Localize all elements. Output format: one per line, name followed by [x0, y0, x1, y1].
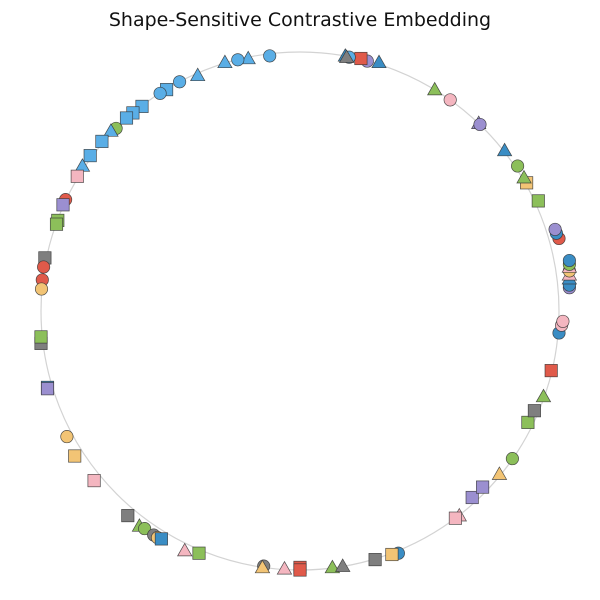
data-point-square-31 — [87, 474, 101, 488]
data-point-circle-7 — [153, 86, 167, 100]
data-point-square-85 — [354, 51, 368, 66]
data-point-square-47 — [368, 553, 382, 567]
data-point-square-49 — [385, 547, 399, 562]
data-point-triangle-46 — [334, 558, 351, 572]
data-point-circle-0 — [263, 49, 277, 63]
data-point-square-59 — [544, 364, 558, 378]
data-point-square-51 — [448, 511, 462, 525]
data-point-triangle-12 — [103, 123, 119, 137]
data-point-triangle-54 — [491, 466, 508, 480]
data-point-circle-77 — [511, 159, 525, 173]
data-point-triangle-38 — [176, 542, 193, 557]
data-point-circle-62 — [556, 314, 570, 328]
data-point-square-57 — [527, 404, 541, 418]
data-point-triangle-41 — [254, 559, 271, 574]
data-point-square-30 — [68, 449, 82, 463]
data-point-square-26 — [34, 330, 48, 344]
data-point-square-32 — [121, 509, 135, 523]
data-point-triangle-3 — [217, 54, 233, 69]
chart-title: Shape-Sensitive Contrastive Embedding — [108, 9, 492, 31]
data-point-triangle-82 — [426, 81, 443, 96]
data-point-square-74 — [531, 194, 545, 208]
data-point-triangle-78 — [496, 142, 513, 157]
data-point-circle-5 — [173, 75, 187, 89]
data-point-triangle-4 — [189, 67, 206, 82]
data-point-triangle-42 — [276, 560, 293, 575]
data-point-circle-22 — [37, 260, 51, 274]
data-point-circle-80 — [473, 117, 487, 132]
data-point-circle-2 — [231, 53, 245, 67]
data-point-circle-55 — [505, 452, 519, 466]
data-point-triangle-83 — [371, 54, 387, 69]
data-point-triangle-45 — [324, 559, 341, 574]
data-point-square-44 — [293, 563, 307, 577]
data-point-square-37 — [154, 532, 168, 546]
data-point-triangle-76 — [516, 169, 532, 184]
data-point-circle-24 — [34, 282, 49, 296]
data-point-square-18 — [56, 198, 70, 212]
data-points — [34, 48, 578, 577]
data-point-square-39 — [192, 546, 206, 560]
data-point-square-14 — [83, 149, 97, 163]
data-point-square-10 — [119, 111, 134, 125]
data-point-circle-81 — [443, 93, 457, 107]
data-point-circle-73 — [548, 222, 562, 236]
data-point-square-56 — [521, 415, 535, 429]
data-point-square-20 — [49, 217, 64, 231]
data-point-circle-70 — [562, 253, 576, 268]
data-point-triangle-1 — [240, 50, 256, 65]
data-point-square-13 — [95, 134, 109, 148]
data-point-triangle-58 — [535, 388, 552, 403]
data-point-square-16 — [70, 169, 84, 183]
data-point-square-52 — [465, 490, 479, 505]
data-point-square-53 — [476, 480, 490, 494]
data-point-circle-34 — [138, 522, 152, 536]
data-point-triangle-88 — [338, 49, 355, 63]
data-point-square-28 — [40, 382, 55, 396]
data-point-circle-29 — [60, 430, 74, 444]
